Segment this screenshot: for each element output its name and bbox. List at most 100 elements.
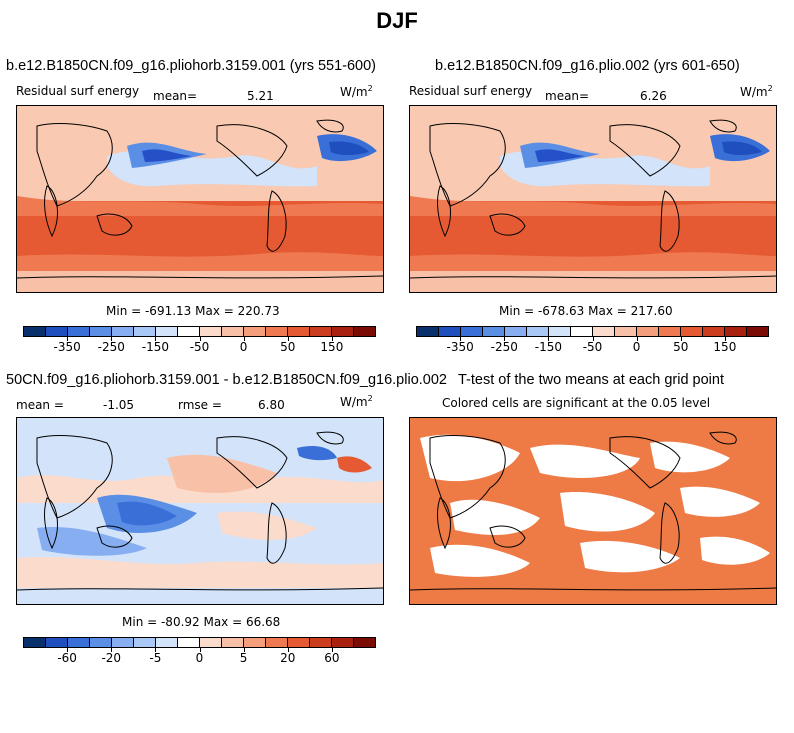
colorbar-tick-label: -250 — [490, 340, 518, 354]
colorbar-tick-mark — [67, 648, 69, 652]
colorbar-tick-mark — [155, 337, 157, 341]
panel3-rmse-label: rmse = — [178, 398, 222, 412]
panel1-mean-value: 5.21 — [247, 89, 274, 103]
panel4-map — [409, 417, 777, 605]
colorbar-swatch — [156, 327, 178, 336]
colorbar-swatch — [439, 327, 461, 336]
colorbar-tick-mark — [243, 337, 245, 341]
colorbar-swatch — [505, 327, 527, 336]
colorbar-swatch — [593, 327, 615, 336]
panel3-rmse-value: 6.80 — [258, 398, 285, 412]
colorbar-swatch — [571, 327, 593, 336]
colorbar-swatch — [310, 638, 332, 647]
colorbar-swatch — [200, 638, 222, 647]
panel3-map — [16, 417, 384, 605]
panel1-title: b.e12.B1850CN.f09_g16.pliohorb.3159.001 … — [6, 58, 377, 74]
panel4-title: T-test of the two means at each grid poi… — [458, 372, 724, 388]
colorbar-tick-label: 0 — [195, 651, 204, 665]
colorbar-tick-label: -50 — [189, 340, 210, 354]
colorbar-swatch — [244, 327, 266, 336]
colorbar-tick-mark — [199, 337, 201, 341]
colorbar-tick-mark — [331, 337, 333, 341]
colorbar-swatch — [68, 327, 90, 336]
colorbar-tick-mark — [67, 337, 69, 341]
colorbar-tick-mark — [724, 337, 726, 341]
colorbar-tick-mark — [548, 337, 550, 341]
colorbar-tick-label: -150 — [534, 340, 562, 354]
colorbar-swatch — [461, 327, 483, 336]
colorbar-swatch — [112, 327, 134, 336]
colorbar-tick-mark — [592, 337, 594, 341]
colorbar-tick-mark — [287, 337, 289, 341]
colorbar-swatch — [354, 327, 375, 336]
colorbar-swatch — [703, 327, 725, 336]
colorbar-swatch — [549, 327, 571, 336]
colorbar-tick-label: -5 — [149, 651, 162, 665]
colorbar-tick-mark — [504, 337, 506, 341]
colorbar-swatch — [222, 327, 244, 336]
panel2-variable-label: Residual surf energy — [409, 84, 533, 98]
colorbar-swatch — [332, 327, 354, 336]
panel2-minmax: Min = -678.63 Max = 217.60 — [499, 304, 673, 318]
colorbar-tick-mark — [460, 337, 462, 341]
colorbar-tick-label: 0 — [632, 340, 641, 354]
colorbar-swatch — [266, 327, 288, 336]
colorbar-tick-mark — [680, 337, 682, 341]
panel2-mean-label: mean= — [545, 89, 590, 103]
colorbar-swatch — [244, 638, 266, 647]
colorbar-tick-label: -60 — [57, 651, 77, 665]
colorbar-tick-label: -350 — [53, 340, 81, 354]
colorbar-tick-label: -350 — [446, 340, 474, 354]
colorbar-tick-label: 5 — [239, 651, 248, 665]
colorbar-tick-mark — [636, 337, 638, 341]
colorbar-swatch — [90, 638, 112, 647]
colorbar-swatch — [417, 327, 439, 336]
colorbar-tick-label: -150 — [141, 340, 169, 354]
colorbar-swatch — [46, 638, 68, 647]
colorbar-swatch — [112, 638, 134, 647]
panel4-subtitle: Colored cells are significant at the 0.0… — [442, 396, 711, 410]
colorbar-swatch — [134, 327, 156, 336]
panel1-map — [16, 105, 384, 293]
panel3-units: W/m2 — [340, 394, 373, 409]
panel1-colorbar — [23, 326, 376, 337]
panel2-map — [409, 105, 777, 293]
colorbar-tick-label: 20 — [280, 651, 296, 665]
colorbar-swatch — [24, 638, 46, 647]
colorbar-swatch — [178, 638, 200, 647]
colorbar-swatch — [24, 327, 46, 336]
colorbar-swatch — [747, 327, 768, 336]
colorbar-swatch — [483, 327, 505, 336]
colorbar-swatch — [266, 638, 288, 647]
panel2-title: b.e12.B1850CN.f09_g16.plio.002 (yrs 601-… — [435, 58, 740, 74]
colorbar-tick-label: 50 — [280, 340, 296, 354]
colorbar-swatch — [156, 638, 178, 647]
panel2-mean-value: 6.26 — [640, 89, 667, 103]
colorbar-swatch — [68, 638, 90, 647]
colorbar-swatch — [637, 327, 659, 336]
colorbar-swatch — [354, 638, 375, 647]
colorbar-swatch — [659, 327, 681, 336]
panel3-colorbar — [23, 637, 376, 648]
colorbar-tick-mark — [111, 648, 113, 652]
colorbar-swatch — [90, 327, 112, 336]
colorbar-swatch — [46, 327, 68, 336]
colorbar-tick-label: 50 — [673, 340, 689, 354]
panel3-title: 50CN.f09_g16.pliohorb.3159.001 - b.e12.B… — [6, 372, 447, 388]
colorbar-swatch — [288, 638, 310, 647]
colorbar-swatch — [615, 327, 637, 336]
colorbar-tick-label: 60 — [324, 651, 340, 665]
colorbar-tick-label: -50 — [582, 340, 603, 354]
colorbar-tick-mark — [331, 648, 333, 652]
colorbar-swatch — [332, 638, 354, 647]
panel3-mean-label: mean = — [16, 398, 64, 412]
panel3-minmax: Min = -80.92 Max = 66.68 — [122, 615, 281, 629]
colorbar-tick-mark — [243, 648, 245, 652]
colorbar-tick-label: -20 — [101, 651, 122, 665]
colorbar-tick-mark — [287, 648, 289, 652]
colorbar-swatch — [310, 327, 332, 336]
colorbar-swatch — [527, 327, 549, 336]
panel3-mean-value: -1.05 — [103, 398, 135, 412]
colorbar-swatch — [134, 638, 156, 647]
colorbar-swatch — [222, 638, 244, 647]
